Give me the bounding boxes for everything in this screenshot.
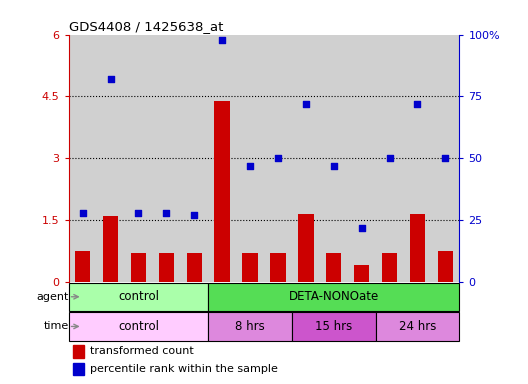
Text: 8 hrs: 8 hrs	[235, 320, 265, 333]
Bar	[242, 253, 258, 282]
Text: control: control	[118, 320, 159, 333]
Point	[106, 76, 115, 82]
Bar	[97, 35, 125, 282]
Bar	[292, 35, 320, 282]
Bar	[208, 283, 459, 311]
Bar	[180, 35, 208, 282]
Bar	[382, 253, 397, 282]
Bar	[410, 214, 425, 282]
Bar	[72, 363, 84, 376]
Bar	[348, 35, 375, 282]
Bar	[403, 35, 431, 282]
Text: time: time	[43, 321, 69, 331]
Point	[441, 155, 450, 161]
Bar	[131, 253, 146, 282]
Bar	[214, 101, 230, 282]
Text: 24 hrs: 24 hrs	[399, 320, 436, 333]
Point	[413, 101, 422, 107]
Bar	[326, 253, 342, 282]
Bar	[236, 35, 264, 282]
Bar	[320, 35, 348, 282]
Point	[78, 210, 87, 216]
Bar	[270, 253, 286, 282]
Text: transformed count: transformed count	[90, 346, 194, 356]
Point	[134, 210, 143, 216]
Bar	[375, 312, 459, 341]
Text: DETA-NONOate: DETA-NONOate	[289, 290, 379, 303]
Bar	[431, 35, 459, 282]
Bar	[158, 253, 174, 282]
Text: agent: agent	[36, 292, 69, 302]
Bar	[125, 35, 153, 282]
Bar	[292, 312, 375, 341]
Bar	[208, 312, 292, 341]
Bar	[69, 283, 208, 311]
Point	[274, 155, 282, 161]
Bar	[208, 35, 236, 282]
Point	[385, 155, 394, 161]
Bar	[438, 251, 453, 282]
Bar	[69, 35, 97, 282]
Point	[162, 210, 171, 216]
Bar	[375, 35, 403, 282]
Bar	[72, 345, 84, 358]
Text: GDS4408 / 1425638_at: GDS4408 / 1425638_at	[69, 20, 223, 33]
Bar	[75, 251, 90, 282]
Point	[329, 162, 338, 169]
Text: percentile rank within the sample: percentile rank within the sample	[90, 364, 278, 374]
Bar	[264, 35, 292, 282]
Bar	[153, 35, 180, 282]
Bar	[69, 312, 208, 341]
Text: 15 hrs: 15 hrs	[315, 320, 352, 333]
Bar	[103, 216, 118, 282]
Point	[246, 162, 254, 169]
Point	[190, 212, 199, 218]
Point	[357, 224, 366, 230]
Bar	[186, 253, 202, 282]
Bar	[354, 265, 370, 282]
Bar	[298, 214, 314, 282]
Text: control: control	[118, 290, 159, 303]
Point	[218, 36, 227, 43]
Point	[301, 101, 310, 107]
